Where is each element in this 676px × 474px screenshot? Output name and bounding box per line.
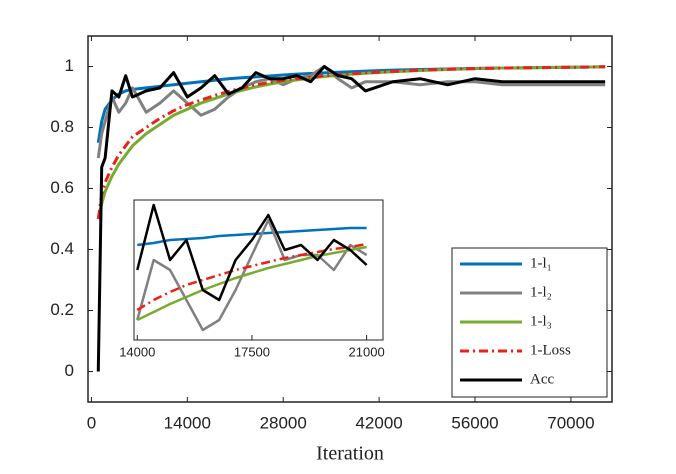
y-tick-label: 0.8 — [50, 117, 74, 136]
legend-label: 1-l₁ — [530, 255, 552, 271]
x-tick-label: 42000 — [355, 413, 402, 432]
x-tick-label: 70000 — [547, 413, 594, 432]
legend-label: 1-l₂ — [530, 284, 552, 300]
x-tick-label: 0 — [87, 413, 96, 432]
legend-label: 1-l₃ — [530, 313, 552, 329]
x-tick-label: 17500 — [234, 344, 270, 359]
x-tick-label: 21000 — [349, 344, 385, 359]
y-tick-label: 0.4 — [50, 239, 74, 258]
series-group — [96, 65, 606, 372]
data-line — [96, 65, 606, 372]
x-tick-label: 14000 — [164, 413, 211, 432]
legend-label: Acc — [530, 371, 554, 387]
data-line — [137, 226, 367, 247]
y-tick-label: 0.2 — [50, 300, 74, 319]
y-tick-label: 0 — [65, 361, 74, 380]
axes-frame — [133, 199, 384, 341]
y-tick-label: 1 — [65, 56, 74, 75]
data-line — [96, 65, 606, 220]
series-group — [136, 203, 368, 332]
y-tick-label: 0.6 — [50, 178, 74, 197]
data-line — [136, 218, 368, 332]
data-line — [136, 242, 367, 312]
axes-frame — [87, 35, 613, 403]
x-tick-label: 56000 — [451, 413, 498, 432]
x-tick-label: 28000 — [260, 413, 307, 432]
x-axis-label: Iteration — [316, 443, 384, 465]
legend-label: 1-Loss — [530, 342, 571, 358]
x-tick-label: 14000 — [119, 344, 155, 359]
data-line — [96, 65, 606, 220]
data-line — [136, 203, 368, 302]
data-line — [136, 245, 367, 322]
